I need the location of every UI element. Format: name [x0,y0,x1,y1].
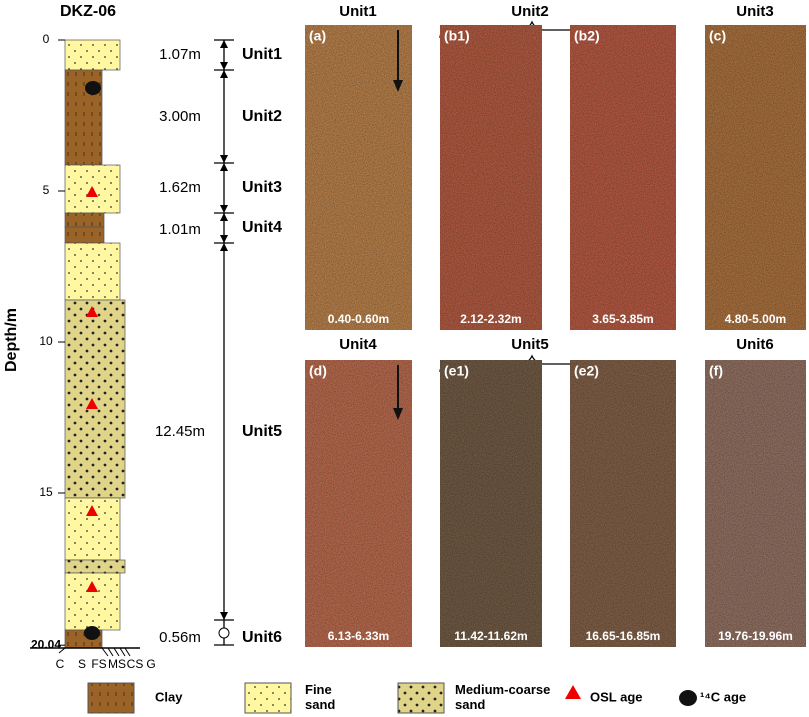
thickness-label: 0.56m [159,629,201,646]
grain-size-label: CS [127,657,144,671]
panel-letter: (d) [309,363,327,379]
panel-header: Unit6 [736,336,774,353]
depth-tick-label: 0 [43,32,50,46]
core-photo: (f) 19.76-19.96m [705,360,806,647]
core-photo: (e2) 16.65-16.85m [570,360,676,647]
panel-letter: (e1) [444,363,469,379]
legend-label: OSL age [590,689,643,704]
panel-letter: (b1) [444,28,470,44]
core-photo: (c) 4.80-5.00m [705,25,806,330]
panel-letter: (c) [709,28,726,44]
unit-label: Unit2 [242,108,282,125]
unit-label: Unit1 [242,46,282,63]
legend-label: Fine [305,682,332,697]
core-texture [705,25,806,330]
depth-tick-label: 15 [39,485,53,499]
core-texture [440,25,542,330]
core-photo: (b1) 2.12-2.32m [440,25,542,330]
grain-size-label: S [78,657,86,671]
legend-label: sand [305,697,335,712]
panel-header: Unit1 [339,3,377,20]
depth-range: 3.65-3.85m [592,312,653,326]
core-texture [705,360,806,647]
unit-label: Unit3 [242,179,282,196]
core-photo: (d) 6.13-6.33m [305,360,412,647]
core-texture [570,25,676,330]
depth-range: 2.12-2.32m [460,312,521,326]
legend-label: Clay [155,689,183,704]
panel-letter: (f) [709,363,723,379]
panel-letter: (a) [309,28,326,44]
depth-range: 0.40-0.60m [328,312,389,326]
grain-size-label: FS [91,657,106,671]
arrow-head [393,80,403,92]
thickness-label: 3.00m [159,108,201,125]
core-photo: (e1) 11.42-11.62m [440,360,542,647]
thickness-label: 1.07m [159,46,201,63]
unit-label: Unit5 [242,423,282,440]
depth-range: 11.42-11.62m [454,629,527,643]
core-photo: (a) 0.40-0.60m [305,25,412,330]
thickness-label: 1.01m [159,221,201,238]
core-texture [305,25,412,330]
grain-size-label: C [56,657,65,671]
legend-label: sand [455,697,485,712]
arrow-head [393,408,403,420]
unit-label: Unit6 [242,629,282,646]
core-texture [570,360,676,647]
core-texture [305,360,412,647]
core-photo: (b2) 3.65-3.85m [570,25,676,330]
depth-range: 19.76-19.96m [718,629,793,643]
panel-header: Unit5 [511,336,549,353]
depth-tick-label: 20.04 [31,637,61,651]
panel-header: Unit2 [511,3,549,20]
thickness-label: 12.45m [155,423,205,440]
thickness-label: 1.62m [159,179,201,196]
depth-tick-label: 5 [43,183,50,197]
panel-header: Unit4 [339,336,377,353]
legend-label: Medium-coarse [455,682,550,697]
panel-letter: (e2) [574,363,599,379]
core-texture [440,360,542,647]
depth-range: 6.13-6.33m [328,629,389,643]
legend-label: ¹⁴C age [700,689,746,704]
depth-range: 4.80-5.00m [725,312,786,326]
depth-range: 16.65-16.85m [586,629,661,643]
grain-size-label: G [146,657,155,671]
column [30,39,140,657]
unit-label: Unit4 [242,219,282,236]
axis-label: Depth/m [3,308,20,372]
depth-tick-label: 10 [39,334,53,348]
panel-letter: (b2) [574,28,600,44]
grain-size-label: MS [108,657,126,671]
column-title: DKZ-06 [60,3,116,20]
panel-header: Unit3 [736,3,774,20]
